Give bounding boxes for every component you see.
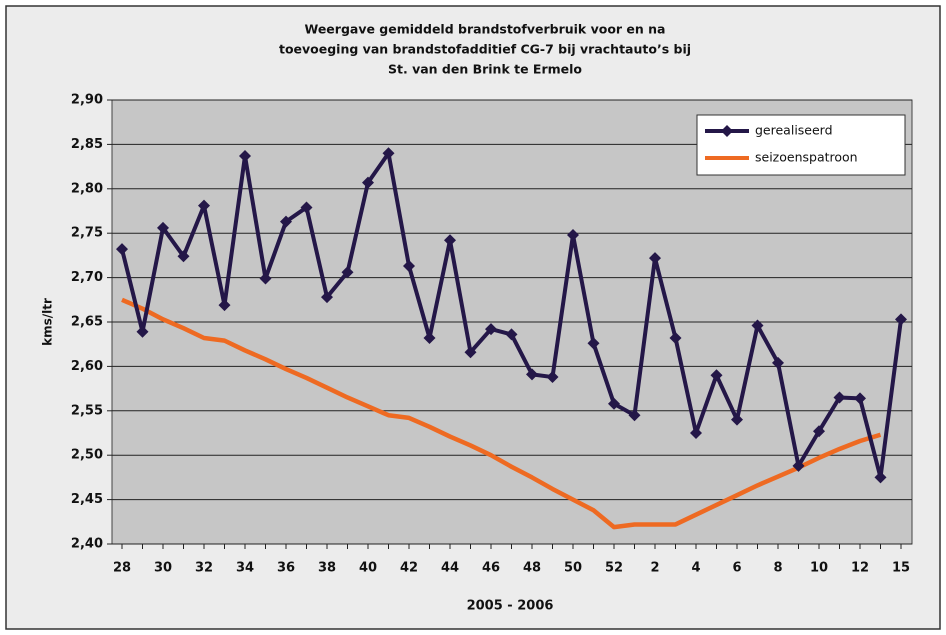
data-point <box>198 199 210 212</box>
data-point <box>505 328 518 341</box>
data-point <box>300 201 313 214</box>
data-point <box>423 331 436 344</box>
x-tick-label: 28 <box>113 561 131 576</box>
x-tick-label: 36 <box>277 561 295 576</box>
x-tick-label: 52 <box>605 561 623 576</box>
y-tick-label: 2,60 <box>71 359 103 374</box>
data-point <box>710 369 723 382</box>
y-tick-label: 2,75 <box>71 226 103 241</box>
data-point <box>403 260 415 273</box>
data-point <box>628 409 641 422</box>
x-tick-label: 10 <box>810 561 828 576</box>
x-tick-label: 46 <box>482 561 500 576</box>
data-point <box>321 291 333 304</box>
data-point <box>792 459 805 472</box>
data-point <box>218 299 231 312</box>
x-tick-label: 34 <box>236 561 254 576</box>
data-point <box>116 243 128 256</box>
y-tick-label: 2,45 <box>71 492 103 507</box>
x-tick-label: 15 <box>892 561 910 576</box>
y-axis-label: kms/ltr <box>41 298 55 346</box>
x-axis-label: 2005 - 2006 <box>467 599 554 614</box>
data-point <box>813 425 825 438</box>
x-tick-label: 44 <box>441 561 459 576</box>
data-point <box>464 346 477 359</box>
data-point <box>280 215 292 228</box>
data-point <box>341 266 354 279</box>
data-point <box>608 397 620 410</box>
data-point <box>444 234 456 247</box>
data-point <box>669 331 682 344</box>
data-point <box>587 337 600 350</box>
legend-label: seizoenspatroon <box>755 150 858 165</box>
x-tick-label: 40 <box>359 561 377 576</box>
y-tick-label: 2,70 <box>71 270 103 285</box>
data-point <box>567 228 579 241</box>
data-point <box>526 368 538 381</box>
chart-title: toevoeging van brandstofadditief CG-7 bi… <box>279 42 691 57</box>
y-tick-label: 2,50 <box>71 448 103 463</box>
legend-box <box>696 114 906 176</box>
data-point <box>751 319 764 332</box>
x-tick-label: 2 <box>650 561 659 576</box>
data-point <box>690 427 702 439</box>
y-tick-label: 2,65 <box>71 315 103 330</box>
data-point <box>157 221 169 234</box>
data-point <box>546 371 559 384</box>
x-tick-label: 30 <box>154 561 172 576</box>
data-point <box>485 323 497 336</box>
data-point <box>874 471 887 484</box>
y-tick-label: 2,85 <box>71 137 103 152</box>
x-tick-label: 50 <box>564 561 582 576</box>
x-tick-label: 6 <box>732 561 741 576</box>
data-point <box>382 147 395 160</box>
x-tick-label: 12 <box>851 561 869 576</box>
data-point <box>772 356 784 369</box>
y-tick-label: 2,90 <box>71 93 103 108</box>
data-point <box>362 176 374 189</box>
y-tick-label: 2,80 <box>71 181 103 196</box>
y-tick-label: 2,40 <box>71 537 103 552</box>
x-tick-label: 8 <box>773 561 782 576</box>
data-point <box>239 149 251 162</box>
chart-title: St. van den Brink te Ermelo <box>388 62 582 77</box>
data-point <box>177 250 190 263</box>
data-point <box>854 392 866 405</box>
data-point <box>833 391 846 404</box>
data-point <box>731 413 743 426</box>
series-line <box>121 297 882 530</box>
data-point <box>649 252 661 265</box>
chart-title: Weergave gemiddeld brandstofverbruik voo… <box>304 22 665 37</box>
data-point <box>259 272 272 285</box>
x-tick-label: 48 <box>523 561 541 576</box>
legend-marker <box>721 125 733 137</box>
x-tick-label: 42 <box>400 561 418 576</box>
legend-label: gerealiseerd <box>755 123 833 138</box>
x-tick-label: 4 <box>691 561 700 576</box>
y-tick-label: 2,55 <box>71 403 103 418</box>
x-tick-label: 32 <box>195 561 213 576</box>
data-point <box>136 325 149 338</box>
data-point <box>895 313 907 326</box>
x-tick-label: 38 <box>318 561 336 576</box>
